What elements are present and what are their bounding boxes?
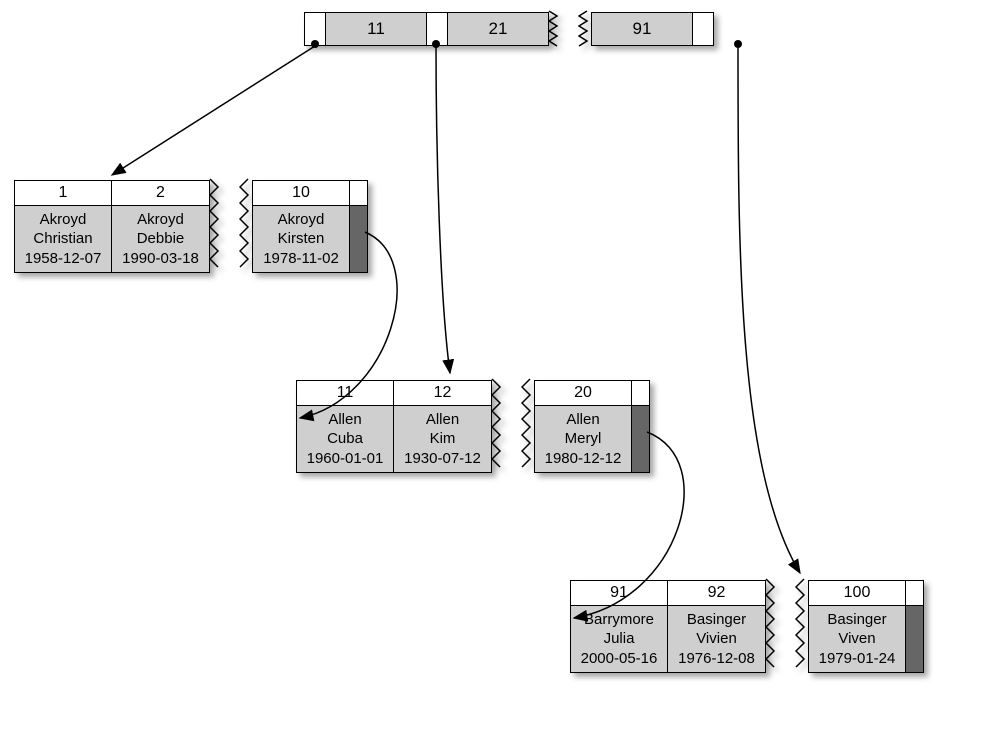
leaf1-line-2c: 1980-12-12: [545, 449, 622, 469]
leaf1-line-1c: 1930-07-12: [404, 449, 481, 469]
leaf-node-1: 11 Allen Cuba 1960-01-01 12 Allen Kim 19…: [296, 380, 650, 473]
root-pointer-3: [693, 13, 713, 45]
arrow-root-to-leaf2: [738, 46, 800, 573]
leaf2-cell-2: 100 Basinger Viven 1979-01-24: [808, 580, 906, 673]
leaf2-line-1c: 1976-12-08: [678, 649, 755, 669]
leaf2-key-0: 91: [571, 581, 667, 606]
leaf0-line-1c: 1990-03-18: [122, 249, 199, 269]
root-pointer-1: [427, 13, 448, 45]
leaf0-key-0: 1: [15, 181, 111, 206]
leaf2-line-1a: Basinger: [687, 610, 746, 630]
leaf1-line-0c: 1960-01-01: [307, 449, 384, 469]
leaf0-cell-1: 2 Akroyd Debbie 1990-03-18: [112, 180, 210, 273]
root-segment-1: 21: [427, 12, 549, 46]
leaf2-key-1: 92: [668, 581, 765, 606]
leaf0-key-1: 2: [112, 181, 209, 206]
arrow-root-to-leaf0: [112, 46, 315, 175]
root-break-right: [579, 12, 591, 46]
leaf1-key-0: 11: [297, 381, 393, 406]
root-key-2: 91: [592, 13, 693, 45]
leaf0-cell-0: 1 Akroyd Christian 1958-12-07: [14, 180, 112, 273]
root-key-1: 21: [448, 13, 548, 45]
leaf2-line-0b: Julia: [604, 629, 635, 649]
leaf0-key-2: 10: [253, 181, 349, 206]
leaf0-next-pointer: [350, 180, 368, 273]
leaf-node-0: 1 Akroyd Christian 1958-12-07 2 Akroyd D…: [14, 180, 368, 273]
leaf2-key-2: 100: [809, 581, 905, 606]
leaf1-cell-0: 11 Allen Cuba 1960-01-01: [296, 380, 394, 473]
leaf2-cell-0: 91 Barrymore Julia 2000-05-16: [570, 580, 668, 673]
root-segment-0: 11: [304, 12, 427, 46]
leaf1-cell-1: 12 Allen Kim 1930-07-12: [394, 380, 492, 473]
leaf2-line-2b: Viven: [838, 629, 875, 649]
leaf2-line-1b: Vivien: [696, 629, 737, 649]
leaf0-cell-2: 10 Akroyd Kirsten 1978-11-02: [252, 180, 350, 273]
leaf1-key-2: 20: [535, 381, 631, 406]
leaf0-line-0b: Christian: [33, 229, 92, 249]
leaf0-line-0a: Akroyd: [40, 210, 87, 230]
leaf1-line-2b: Meryl: [565, 429, 602, 449]
arrow-root-to-leaf1: [436, 46, 450, 373]
leaf2-line-0a: Barrymore: [584, 610, 654, 630]
root-key-0: 11: [326, 13, 426, 45]
leaf0-line-1b: Debbie: [137, 229, 185, 249]
root-segment-2: 91: [591, 12, 714, 46]
leaf1-key-1: 12: [394, 381, 491, 406]
leaf2-cell-1: 92 Basinger Vivien 1976-12-08: [668, 580, 766, 673]
leaf2-line-2a: Basinger: [827, 610, 886, 630]
leaf1-line-1a: Allen: [426, 410, 459, 430]
leaf0-line-1a: Akroyd: [137, 210, 184, 230]
leaf0-line-2c: 1978-11-02: [263, 249, 339, 269]
leaf0-line-2b: Kirsten: [278, 229, 325, 249]
leaf0-line-2a: Akroyd: [278, 210, 325, 230]
leaf1-line-1b: Kim: [430, 429, 456, 449]
root-break-left: [549, 12, 561, 46]
leaf2-line-0c: 2000-05-16: [581, 649, 658, 669]
leaf0-line-0c: 1958-12-07: [25, 249, 102, 269]
leaf1-line-0b: Cuba: [327, 429, 363, 449]
leaf1-line-2a: Allen: [566, 410, 599, 430]
leaf1-next-pointer: [632, 380, 650, 473]
leaf2-line-2c: 1979-01-24: [819, 649, 896, 669]
leaf1-cell-2: 20 Allen Meryl 1980-12-12: [534, 380, 632, 473]
leaf-node-2: 91 Barrymore Julia 2000-05-16 92 Basinge…: [570, 580, 924, 673]
leaf2-next-pointer: [906, 580, 924, 673]
root-node: 11 21 91: [304, 12, 714, 46]
root-pointer-0: [305, 13, 326, 45]
leaf1-line-0a: Allen: [328, 410, 361, 430]
dot-ptr-3: [734, 40, 742, 48]
